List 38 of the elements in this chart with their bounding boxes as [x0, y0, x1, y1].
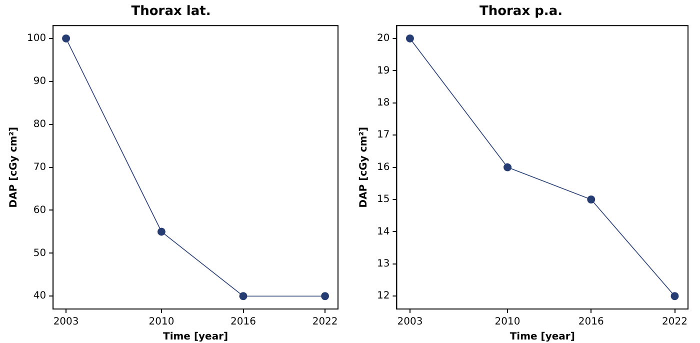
- y-tick-label: 14: [376, 226, 390, 238]
- x-tick-label: 2016: [578, 316, 604, 328]
- point: [157, 228, 166, 236]
- y-tick-label: 20: [376, 33, 390, 44]
- y-tick-label: 100: [26, 33, 46, 44]
- x-axis-title: Time [year]: [163, 332, 228, 343]
- y-tick-label: 40: [33, 290, 46, 302]
- y-tick-label: 16: [376, 162, 390, 173]
- y-tick-label: 60: [33, 204, 46, 216]
- chart-title: Thorax lat.: [131, 4, 211, 20]
- x-tick-label: 2022: [662, 316, 688, 328]
- y-tick-label: 12: [376, 290, 390, 302]
- y-tick-label: 19: [376, 65, 390, 76]
- y-tick-label: 80: [33, 118, 46, 130]
- x-axis-title: Time [year]: [510, 332, 575, 343]
- y-tick-label: 15: [376, 194, 390, 206]
- y-axis-title: DAP [cGy cm²]: [8, 126, 20, 208]
- y-tick-label: 18: [376, 97, 390, 108]
- point: [239, 292, 248, 300]
- x-tick-label: 2016: [230, 316, 256, 328]
- y-tick-label: 17: [376, 130, 390, 141]
- x-tick-label: 2003: [53, 316, 79, 328]
- point: [321, 292, 330, 300]
- point: [62, 34, 70, 42]
- y-tick-label: 50: [33, 248, 46, 259]
- x-tick-label: 2010: [494, 316, 520, 328]
- y-tick-label: 70: [33, 162, 46, 173]
- y-tick-label: 90: [33, 76, 46, 88]
- y-tick-label: 13: [376, 258, 390, 270]
- point: [670, 292, 679, 300]
- x-tick-label: 2010: [148, 316, 174, 328]
- y-axis-title: DAP [cGy cm²]: [358, 126, 370, 208]
- chart-title: Thorax p.a.: [479, 4, 563, 20]
- x-tick-label: 2003: [397, 316, 423, 328]
- point: [587, 196, 596, 204]
- x-tick-label: 2022: [312, 316, 338, 328]
- point: [504, 163, 512, 172]
- point: [406, 34, 414, 42]
